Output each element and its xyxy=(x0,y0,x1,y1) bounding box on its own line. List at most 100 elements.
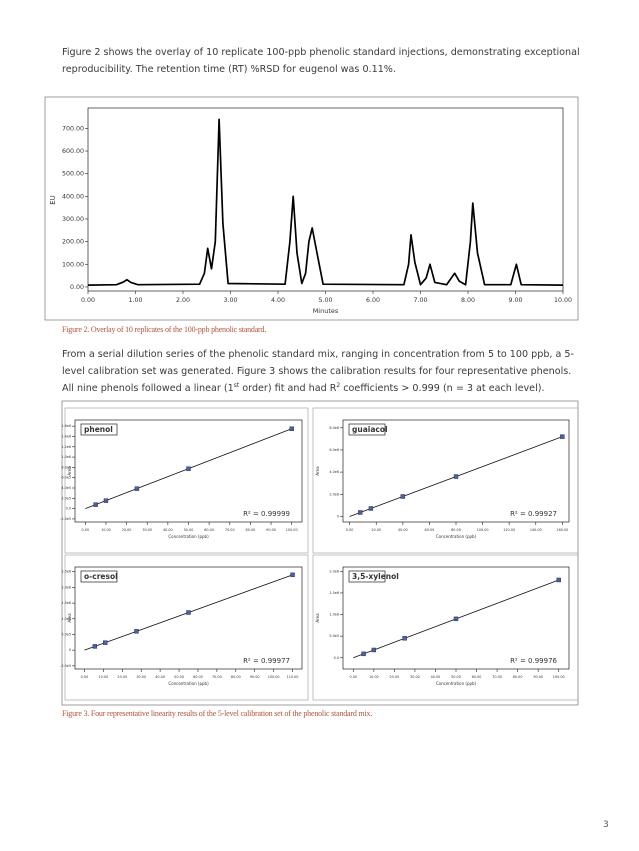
x-tick-label: 90.00 xyxy=(250,675,260,679)
x-tick-label: 0.00 xyxy=(81,675,89,679)
x-tick-label: 0.00 xyxy=(349,675,357,679)
x-tick-label: 120.00 xyxy=(503,528,515,532)
y-tick-label: 1.2e6 xyxy=(61,445,71,449)
figure-3-caption: Figure 3. Four representative linearity … xyxy=(62,709,373,718)
y-tick-label: 0.00 xyxy=(70,284,84,291)
data-point xyxy=(371,647,377,653)
text-run: From a serial dilution series of the phe… xyxy=(62,349,574,394)
x-tick-label: 3.00 xyxy=(223,297,237,304)
text-run: order) fit and had R xyxy=(239,383,337,394)
x-tick-label: 20.00 xyxy=(390,675,400,679)
x-tick-label: 50.00 xyxy=(451,675,461,679)
page-number: 3 xyxy=(603,820,609,830)
y-tick-label: -5.0e5 xyxy=(60,664,71,668)
r-squared: R² = 0.99927 xyxy=(510,510,557,518)
y-tick-label: 5.0e5 xyxy=(329,634,339,638)
x-axis-label: Minutes xyxy=(313,307,339,315)
plot-frame xyxy=(87,107,564,292)
r-squared: R² = 0.99976 xyxy=(510,657,557,665)
intro-paragraph: Figure 2 shows the overlay of 10 replica… xyxy=(62,47,580,75)
x-tick-label: 10.00 xyxy=(554,297,572,304)
x-tick-label: 6.00 xyxy=(366,297,380,304)
superscript: 2 xyxy=(336,381,341,389)
x-tick-label: 70.00 xyxy=(225,528,235,532)
y-tick-label: 8.0e6 xyxy=(329,426,339,430)
panel-frame xyxy=(64,554,309,701)
data-point xyxy=(186,610,191,615)
x-tick-label: 100.00 xyxy=(286,528,298,532)
x-tick-label: 10.00 xyxy=(101,528,111,532)
y-tick-label: 0.0 xyxy=(66,507,71,511)
x-tick-label: 4.00 xyxy=(271,297,285,304)
x-tick-label: 40.00 xyxy=(163,528,173,532)
x-tick-label: 10.00 xyxy=(369,675,379,679)
x-tick-label: 20.00 xyxy=(122,528,132,532)
y-tick-label: 400.00 xyxy=(62,193,84,200)
x-axis-label: Concentration (ppb) xyxy=(168,534,209,539)
figure-2-frame xyxy=(44,96,579,321)
panel-frame xyxy=(64,407,309,554)
x-tick-label: 80.00 xyxy=(451,528,461,532)
data-point xyxy=(560,434,565,439)
y-tick-label: 5.0e5 xyxy=(61,632,71,636)
x-tick-label: 80.00 xyxy=(246,528,256,532)
data-point xyxy=(400,494,406,499)
y-tick-label: 4.0e6 xyxy=(329,470,339,474)
y-tick-label: 300.00 xyxy=(62,216,84,223)
x-tick-label: 30.00 xyxy=(410,675,420,679)
x-tick-label: 60.00 xyxy=(204,528,214,532)
y-tick-label: 2.0e6 xyxy=(329,492,339,496)
x-tick-label: 2.00 xyxy=(176,297,190,304)
panel-frame xyxy=(312,554,579,701)
x-tick-label: 70.00 xyxy=(212,675,222,679)
trace xyxy=(87,118,564,286)
title-box xyxy=(348,570,386,583)
y-tick-label: 6.0e6 xyxy=(329,448,339,452)
y-tick-label: 8.0e5 xyxy=(61,465,71,469)
y-tick-label: 0 xyxy=(337,514,339,518)
x-tick-label: 160.00 xyxy=(556,528,568,532)
y-axis-label: Area xyxy=(315,613,320,623)
y-tick-label: 1.0e6 xyxy=(61,617,71,621)
x-tick-label: 20.00 xyxy=(117,675,127,679)
x-tick-label: 40.00 xyxy=(431,675,441,679)
x-tick-label: 8.00 xyxy=(461,297,475,304)
data-point xyxy=(134,629,139,634)
data-point xyxy=(402,636,407,641)
x-tick-label: 100.00 xyxy=(268,675,280,679)
data-point xyxy=(453,616,459,622)
x-tick-label: 30.00 xyxy=(142,528,152,532)
data-point xyxy=(361,651,366,657)
panel-title: 3,5-xylenol xyxy=(352,572,399,581)
y-axis-label: Area xyxy=(67,466,72,476)
x-tick-label: 0.00 xyxy=(81,297,95,304)
y-tick-label: 1.5e6 xyxy=(329,591,339,595)
x-tick-label: 7.00 xyxy=(413,297,427,304)
y-tick-label: 0.0 xyxy=(334,656,339,660)
x-tick-label: 50.00 xyxy=(174,675,184,679)
x-tick-label: 0.00 xyxy=(82,528,90,532)
plot-frame xyxy=(74,566,303,670)
x-tick-label: 60.00 xyxy=(472,675,482,679)
x-tick-label: 10.00 xyxy=(99,675,109,679)
data-point xyxy=(92,644,98,649)
data-point xyxy=(289,426,294,431)
calibration-paragraph: From a serial dilution series of the phe… xyxy=(62,346,582,397)
data-point xyxy=(103,498,109,503)
panel-title: phenol xyxy=(84,425,113,434)
title-box xyxy=(348,423,386,436)
x-axis-label: Concentration (ppb) xyxy=(436,534,477,539)
x-tick-label: 30.00 xyxy=(136,675,146,679)
x-tick-label: 100.00 xyxy=(477,528,489,532)
x-tick-label: 60.00 xyxy=(193,675,203,679)
x-tick-label: 110.00 xyxy=(287,675,299,679)
y-axis-label: Area xyxy=(315,466,320,476)
data-point xyxy=(453,474,459,479)
y-tick-label: 500.00 xyxy=(62,171,84,178)
y-tick-label: 700.00 xyxy=(62,125,84,132)
y-axis-label: Area xyxy=(67,613,72,623)
y-tick-label: 0 xyxy=(69,648,71,652)
text-run: coefficients > 0.999 (n = 3 at each leve… xyxy=(340,383,545,394)
data-point xyxy=(368,506,374,511)
